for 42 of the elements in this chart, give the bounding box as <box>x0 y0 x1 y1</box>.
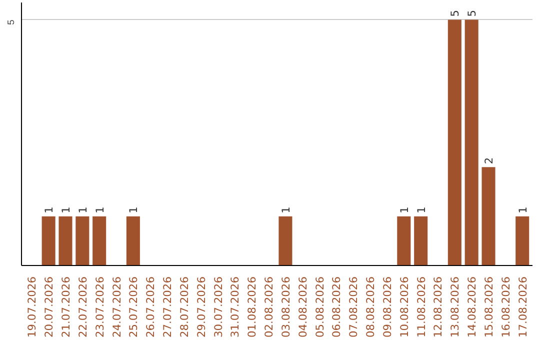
data-label: 1 <box>42 206 56 214</box>
x-tick-label: 19.07.2026 <box>26 276 39 338</box>
x-tick-label: 12.08.2026 <box>432 276 445 338</box>
x-tick-label: 27.07.2026 <box>161 276 174 338</box>
data-label: 1 <box>76 206 90 214</box>
data-label: 1 <box>93 206 106 214</box>
x-tick-label: 11.08.2026 <box>414 276 428 338</box>
x-tick-label: 29.07.2026 <box>194 276 208 338</box>
x-tick-label: 04.08.2026 <box>296 276 310 338</box>
x-tick-label: 14.08.2026 <box>466 276 479 338</box>
data-label: 2 <box>482 157 496 164</box>
data-label: 1 <box>279 206 292 214</box>
x-tick-label: 16.08.2026 <box>499 276 512 338</box>
x-tick-label: 23.07.2026 <box>93 276 106 338</box>
x-tick-label: 22.07.2026 <box>76 276 90 338</box>
x-tick-label: 09.08.2026 <box>380 276 394 338</box>
x-tick-label: 30.07.2026 <box>212 276 225 338</box>
x-tick-label: 24.07.2026 <box>110 276 124 338</box>
data-label: 1 <box>414 206 428 214</box>
x-tick-label: 06.08.2026 <box>330 276 344 338</box>
x-tick-label: 13.08.2026 <box>448 276 462 338</box>
x-tick-label: 03.08.2026 <box>279 276 292 338</box>
x-tick-label: 07.08.2026 <box>347 276 360 338</box>
x-tick-label: 17.08.2026 <box>516 276 530 338</box>
data-label: 5 <box>466 10 479 17</box>
x-tick-label: 26.07.2026 <box>144 276 158 338</box>
data-label: 1 <box>59 206 72 214</box>
x-tick-label: 10.08.2026 <box>398 276 411 338</box>
data-label: 1 <box>516 206 530 214</box>
x-tick-label: 08.08.2026 <box>364 276 378 338</box>
x-tick-label: 20.07.2026 <box>42 276 56 338</box>
x-tick-label: 15.08.2026 <box>482 276 496 338</box>
data-label: 1 <box>398 206 411 214</box>
data-label: 5 <box>448 10 462 17</box>
x-tick-label: 02.08.2026 <box>262 276 276 338</box>
data-label: 1 <box>127 206 140 214</box>
x-tick-label: 05.08.2026 <box>313 276 326 338</box>
x-tick-label: 21.07.2026 <box>59 276 72 338</box>
x-tick-label: 01.08.2026 <box>246 276 259 338</box>
x-tick-label: 28.07.2026 <box>178 276 191 338</box>
x-tick-label: 31.07.2026 <box>228 276 242 338</box>
x-tick-label: 25.07.2026 <box>127 276 140 338</box>
